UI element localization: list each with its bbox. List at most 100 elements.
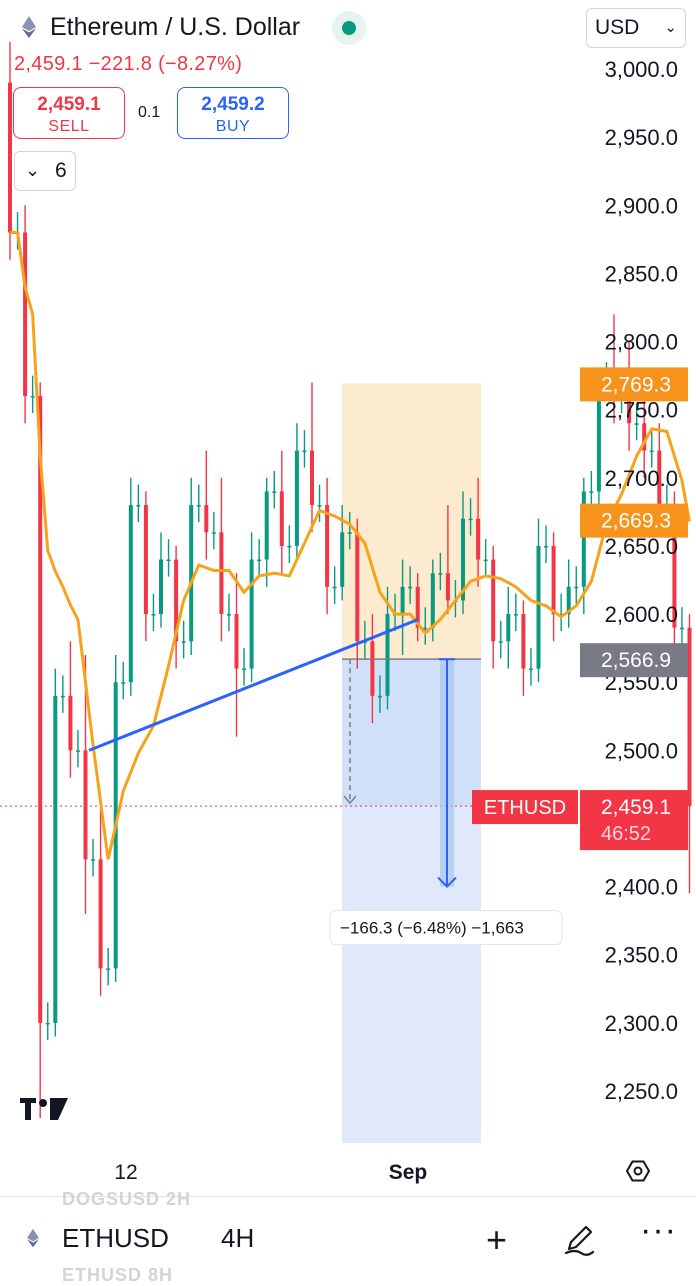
y-tick-label: 2,650.0 [605, 534, 678, 559]
candle-body [264, 491, 269, 560]
candle-body [219, 532, 224, 615]
candle-body [68, 695, 73, 751]
candle-body [75, 750, 80, 752]
candle-body [581, 491, 586, 587]
candle-body [445, 573, 450, 601]
symbol-selector[interactable]: ETHUSD [62, 1223, 169, 1253]
buy-label: BUY [215, 118, 251, 135]
candle-body [294, 450, 299, 546]
ma-price-tag [580, 503, 688, 538]
y-tick-label: 2,350.0 [605, 943, 678, 968]
market-open-indicator[interactable] [332, 11, 366, 45]
measure-label: −166.3 (−6.48%) −1,663 [329, 910, 563, 946]
candle-body [672, 505, 677, 628]
currency-select[interactable]: USD ⌄ [586, 8, 686, 48]
candle-body [128, 505, 133, 683]
candle-body [491, 559, 496, 642]
candle-body [121, 682, 126, 684]
symbol-tag [472, 790, 578, 825]
measure-arrow[interactable] [343, 658, 457, 889]
candle-body [83, 750, 88, 860]
candle-body [174, 559, 179, 642]
y-tick-label: 3,000.0 [605, 57, 678, 82]
candle-body [287, 545, 292, 548]
last-price-text: 2,459.1 [601, 796, 671, 819]
symbol-title[interactable]: Ethereum / U.S. Dollar [50, 13, 301, 41]
price-tags: 2,769.3 2,669.3 2,566.9 2,459.1 46:52 ETHUSD [472, 367, 688, 851]
candle-body [559, 614, 564, 616]
stop-loss-zone[interactable] [342, 383, 481, 660]
candle-body [468, 518, 473, 521]
candle-body [189, 505, 194, 642]
y-tick-label: 2,400.0 [605, 875, 678, 900]
candle-body [325, 505, 330, 587]
candle-body [242, 668, 247, 671]
y-tick-label: 2,700.0 [605, 466, 678, 491]
timeframe-selector[interactable]: 4H [221, 1223, 255, 1253]
y-tick-label: 2,850.0 [605, 261, 678, 286]
stop-price-tag [580, 367, 688, 402]
candle-body [574, 586, 579, 589]
candle-body [430, 573, 435, 628]
candle-body [310, 450, 314, 506]
candle-body [30, 396, 35, 398]
candle-body [528, 668, 533, 671]
candle-body [8, 82, 12, 233]
candle-body [596, 382, 601, 492]
candle-body [642, 423, 647, 451]
y-tick-label: 2,600.0 [605, 602, 678, 627]
candle-body [370, 641, 375, 696]
candle-body [483, 559, 488, 562]
candle-body [317, 505, 322, 507]
chart-header: Ethereum / U.S. Dollar USD ⌄ 2,459.1 −22… [0, 0, 696, 150]
chevron-down-icon: ⌄ [664, 19, 677, 36]
price-chart[interactable]: −166.3 (−6.48%) −1,663 3,000.0 2,950.0 2,9… [0, 0, 696, 1196]
candle-body [566, 586, 571, 615]
trend-line[interactable] [88, 618, 419, 752]
candle-body [181, 641, 186, 643]
candle-body [272, 491, 277, 493]
buy-price: 2,459.2 [201, 94, 265, 115]
candle-body [400, 586, 405, 615]
indicators-toggle[interactable]: ⌄ 6 [14, 151, 76, 191]
candle-body [38, 396, 43, 1023]
bottom-toolbar: DOGSUSD 2H ETHUSD 4H ETHUSD 8H + ··· [0, 1189, 696, 1285]
time-axis[interactable]: 12 Sep [114, 1161, 427, 1184]
chart-settings-icon[interactable] [625, 1160, 651, 1182]
candle-body [53, 695, 58, 1023]
candle-body [347, 532, 352, 534]
last-price-tag [580, 790, 688, 851]
candle-body [143, 505, 148, 615]
buy-button[interactable]: 2,459.2 BUY [177, 87, 289, 139]
spread-value: 0.1 [138, 104, 161, 121]
add-icon[interactable]: + [486, 1219, 508, 1260]
candle-body [98, 859, 103, 969]
drawing-tools-icon[interactable] [561, 1221, 597, 1257]
candle-body [60, 695, 65, 698]
price-axis[interactable]: 3,000.0 2,950.0 2,900.0 2,850.0 2,800.0 2,750… [605, 57, 678, 1104]
candle-body [461, 518, 465, 601]
sell-button[interactable]: 2,459.1 SELL [13, 87, 125, 139]
candle-body [106, 968, 111, 970]
currency-value: USD [595, 16, 640, 39]
candle-body [23, 232, 28, 397]
candle-body [151, 614, 156, 616]
y-tick-label: 2,750.0 [605, 398, 678, 423]
candle-body [657, 450, 662, 506]
candle-body [91, 859, 96, 861]
chevron-down-icon: ⌄ [25, 160, 41, 180]
tradingview-logo [20, 1098, 68, 1120]
candle-body [649, 450, 654, 453]
moving-average-line[interactable] [10, 231, 691, 860]
candle-body [544, 545, 549, 548]
candle-body [355, 532, 360, 642]
ghost-symbol-below: ETHUSD 8H [62, 1265, 174, 1285]
candle-body [204, 505, 209, 533]
candle-body [234, 614, 239, 669]
candle-body [513, 614, 518, 616]
candle-body [687, 627, 692, 807]
symbol-tag-text: ETHUSD [484, 797, 566, 819]
candle-body [627, 396, 632, 424]
measure-label-text: −166.3 (−6.48%) −1,663 [340, 919, 524, 938]
more-icon[interactable]: ··· [640, 1211, 677, 1249]
